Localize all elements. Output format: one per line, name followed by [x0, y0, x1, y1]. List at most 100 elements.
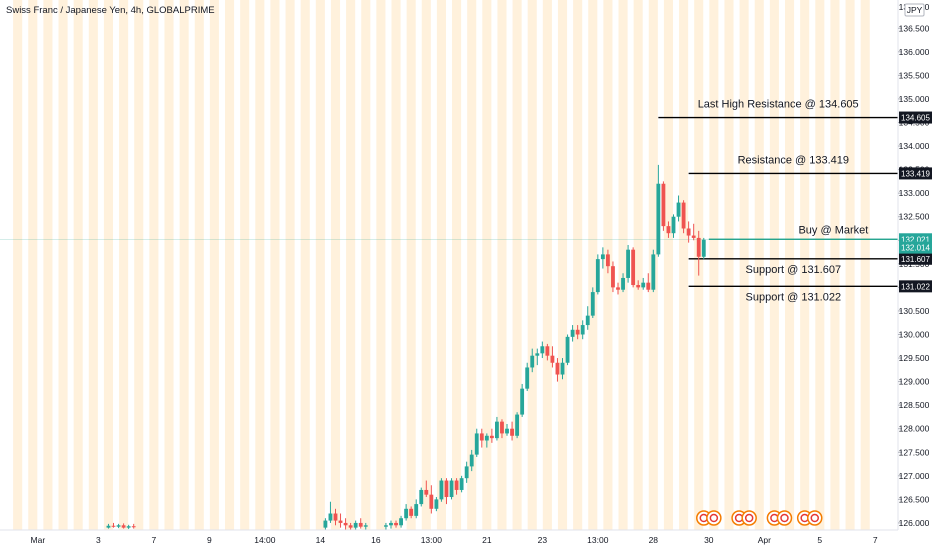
candle-body — [535, 353, 540, 356]
event-icon-core — [744, 513, 754, 523]
candle-down — [646, 273, 651, 293]
price-tick-label: 130.500 — [899, 306, 930, 316]
candle-up — [399, 515, 403, 528]
candle-body — [429, 494, 434, 509]
candle-up — [621, 273, 625, 293]
candle-up — [525, 362, 530, 392]
candle-body — [590, 292, 595, 316]
time-tick-label: 28 — [649, 535, 659, 545]
last-price-tag-label: 132.014 — [901, 244, 930, 253]
candle-down — [686, 221, 691, 243]
time-tick-label: Mar — [31, 535, 46, 545]
candle-up — [469, 449, 474, 472]
session-band — [512, 0, 522, 530]
candle-up — [353, 520, 358, 530]
event-icon-core — [780, 513, 789, 523]
candle-body — [631, 249, 636, 286]
candle-up — [560, 358, 565, 380]
candle-body — [389, 522, 393, 526]
candle-down — [500, 419, 504, 439]
time-tick-label: 13:00 — [421, 535, 443, 545]
session-band — [497, 0, 507, 530]
candle-body — [661, 183, 666, 227]
currency-badge[interactable] — [904, 3, 925, 17]
time-tick-label: 14 — [316, 535, 326, 545]
candle-body — [555, 362, 560, 375]
session-band — [149, 0, 159, 530]
price-tick-label: 127.500 — [899, 447, 930, 457]
candle-body — [343, 522, 348, 526]
session-band — [315, 0, 325, 530]
candle-body — [439, 480, 444, 500]
candle-body — [616, 287, 620, 290]
time-tick-label: 16 — [371, 535, 381, 545]
candle-body — [358, 522, 363, 527]
candle-body — [338, 520, 343, 523]
time-tick-label: 23 — [538, 535, 548, 545]
candle-body — [500, 421, 504, 434]
candle-body — [621, 277, 625, 290]
time-tick-label: 13:00 — [587, 535, 609, 545]
session-band — [633, 0, 643, 530]
candle-up — [419, 487, 424, 507]
time-axis[interactable] — [0, 530, 898, 550]
event-icon — [706, 510, 722, 526]
chart-title: Swiss Franc / Japanese Yen, 4h, GLOBALPR… — [6, 5, 215, 16]
candle-body — [394, 522, 398, 526]
candle-up — [116, 523, 121, 529]
session-band — [164, 0, 174, 530]
candle-body — [676, 202, 681, 217]
session-band — [557, 0, 568, 530]
candle-up — [520, 383, 525, 417]
session-band — [724, 0, 734, 530]
candle-down — [479, 428, 484, 448]
candle-up — [384, 522, 388, 530]
resistance-label: Resistance @ 133.419 — [738, 154, 849, 166]
session-band — [845, 0, 855, 530]
price-tick-label: 136.500 — [899, 23, 930, 33]
currency-badge-label: JPY — [907, 5, 923, 15]
session-bands — [13, 0, 870, 530]
candle-up — [484, 433, 489, 448]
candle-up — [530, 348, 535, 373]
candle-up — [701, 237, 706, 260]
candle-body — [686, 228, 691, 236]
candle-down — [343, 518, 348, 530]
support-2-label: Support @ 131.022 — [746, 291, 842, 303]
candle-up — [580, 320, 585, 340]
candle-up — [535, 348, 540, 366]
candle-down — [545, 343, 550, 361]
candle-body — [469, 454, 474, 467]
candle-down — [394, 520, 398, 528]
session-band — [588, 0, 598, 530]
candle-body — [525, 367, 530, 389]
candle-body — [116, 525, 121, 527]
price-axis[interactable] — [898, 0, 932, 550]
session-band — [346, 0, 356, 530]
buy-price-tag-label: 132.021 — [901, 235, 930, 244]
candle-down — [338, 513, 343, 528]
candle-up — [474, 428, 479, 457]
candle-down — [489, 428, 494, 443]
candle-down — [348, 522, 353, 530]
time-tick-label: Apr — [758, 535, 771, 545]
candle-body — [696, 237, 701, 257]
session-band — [255, 0, 265, 530]
candle-up — [459, 475, 464, 493]
candle-up — [434, 497, 439, 512]
session-band — [225, 0, 235, 530]
session-band — [542, 0, 552, 530]
session-band — [194, 0, 204, 530]
candle-body — [681, 202, 686, 229]
candles — [106, 164, 706, 530]
candle-body — [434, 499, 439, 509]
candle-up — [439, 478, 444, 502]
candle-body — [651, 254, 656, 290]
candle-body — [484, 435, 489, 441]
event-icon — [807, 510, 823, 526]
session-band — [209, 0, 219, 530]
session-band — [285, 0, 295, 530]
price-tick-label: 128.500 — [899, 400, 930, 410]
candle-up — [414, 499, 419, 519]
